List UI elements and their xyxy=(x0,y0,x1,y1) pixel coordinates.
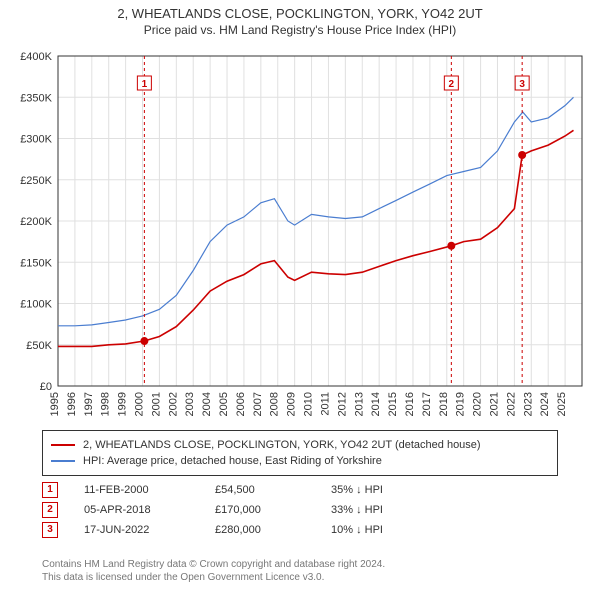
svg-text:2: 2 xyxy=(449,79,455,90)
event-delta: 35% ↓ HPI xyxy=(331,484,383,496)
event-row: 2 05-APR-2018 £170,000 33% ↓ HPI xyxy=(42,500,383,520)
event-marker-icon: 1 xyxy=(42,482,58,498)
svg-text:2024: 2024 xyxy=(539,392,551,416)
svg-text:2003: 2003 xyxy=(184,392,196,416)
svg-text:2018: 2018 xyxy=(438,392,450,416)
svg-text:2006: 2006 xyxy=(235,392,247,416)
event-delta: 10% ↓ HPI xyxy=(331,524,383,536)
svg-text:3: 3 xyxy=(519,79,525,90)
event-price: £280,000 xyxy=(215,524,305,536)
svg-text:2016: 2016 xyxy=(404,392,416,416)
svg-text:£400K: £400K xyxy=(20,51,52,63)
event-date: 11-FEB-2000 xyxy=(84,484,189,496)
svg-text:2001: 2001 xyxy=(150,392,162,416)
svg-text:£150K: £150K xyxy=(20,257,52,269)
svg-text:2000: 2000 xyxy=(134,392,146,416)
title-block: 2, WHEATLANDS CLOSE, POCKLINGTON, YORK, … xyxy=(0,0,600,37)
svg-text:2023: 2023 xyxy=(522,392,534,416)
svg-text:2019: 2019 xyxy=(455,392,467,416)
legend-row: HPI: Average price, detached house, East… xyxy=(51,453,549,469)
title-line2: Price paid vs. HM Land Registry's House … xyxy=(0,23,600,37)
legend-label: 2, WHEATLANDS CLOSE, POCKLINGTON, YORK, … xyxy=(83,439,481,451)
svg-text:1997: 1997 xyxy=(83,392,95,416)
event-date: 17-JUN-2022 xyxy=(84,524,189,536)
svg-text:2002: 2002 xyxy=(167,392,179,416)
svg-text:2015: 2015 xyxy=(387,392,399,416)
svg-text:2011: 2011 xyxy=(319,392,331,416)
footer-line1: Contains HM Land Registry data © Crown c… xyxy=(42,559,385,572)
footer-attribution: Contains HM Land Registry data © Crown c… xyxy=(42,559,385,584)
svg-text:2005: 2005 xyxy=(218,392,230,416)
svg-text:£100K: £100K xyxy=(20,299,52,311)
footer-line2: This data is licensed under the Open Gov… xyxy=(42,572,385,585)
chart-svg: £0 £50K £100K £150K £200K £250K £300K £350K £400… xyxy=(10,48,590,418)
event-date: 05-APR-2018 xyxy=(84,504,189,516)
svg-text:2004: 2004 xyxy=(201,392,213,416)
svg-text:2007: 2007 xyxy=(252,392,264,416)
svg-text:2010: 2010 xyxy=(303,392,315,416)
svg-text:£250K: £250K xyxy=(20,175,52,187)
event-row: 3 17-JUN-2022 £280,000 10% ↓ HPI xyxy=(42,520,383,540)
svg-text:1: 1 xyxy=(142,79,148,90)
legend-row: 2, WHEATLANDS CLOSE, POCKLINGTON, YORK, … xyxy=(51,437,549,453)
svg-text:2020: 2020 xyxy=(472,392,484,416)
svg-text:2022: 2022 xyxy=(505,392,517,416)
legend-box: 2, WHEATLANDS CLOSE, POCKLINGTON, YORK, … xyxy=(42,430,558,476)
svg-text:£0: £0 xyxy=(40,381,52,393)
event-delta: 33% ↓ HPI xyxy=(331,504,383,516)
legend-swatch-property xyxy=(51,444,75,446)
svg-text:£300K: £300K xyxy=(20,134,52,146)
svg-text:1999: 1999 xyxy=(117,392,129,416)
legend-swatch-hpi xyxy=(51,460,75,462)
svg-text:£50K: £50K xyxy=(26,340,52,352)
legend-label: HPI: Average price, detached house, East… xyxy=(83,455,382,467)
svg-text:1996: 1996 xyxy=(66,392,78,416)
svg-text:2017: 2017 xyxy=(421,392,433,416)
svg-text:£200K: £200K xyxy=(20,216,52,228)
event-price: £54,500 xyxy=(215,484,305,496)
svg-text:2008: 2008 xyxy=(269,392,281,416)
svg-text:2009: 2009 xyxy=(286,392,298,416)
event-row: 1 11-FEB-2000 £54,500 35% ↓ HPI xyxy=(42,480,383,500)
svg-text:1995: 1995 xyxy=(49,392,61,416)
title-line1: 2, WHEATLANDS CLOSE, POCKLINGTON, YORK, … xyxy=(0,6,600,21)
svg-text:2025: 2025 xyxy=(556,392,568,416)
event-marker-icon: 3 xyxy=(42,522,58,538)
svg-text:£350K: £350K xyxy=(20,92,52,104)
svg-text:2014: 2014 xyxy=(370,392,382,416)
event-price: £170,000 xyxy=(215,504,305,516)
events-table: 1 11-FEB-2000 £54,500 35% ↓ HPI 2 05-APR… xyxy=(42,480,383,540)
chart-area: £0 £50K £100K £150K £200K £250K £300K £350K £400… xyxy=(10,48,590,418)
svg-text:2021: 2021 xyxy=(488,392,500,416)
svg-text:1998: 1998 xyxy=(100,392,112,416)
svg-text:2012: 2012 xyxy=(336,392,348,416)
svg-text:2013: 2013 xyxy=(353,392,365,416)
event-marker-icon: 2 xyxy=(42,502,58,518)
